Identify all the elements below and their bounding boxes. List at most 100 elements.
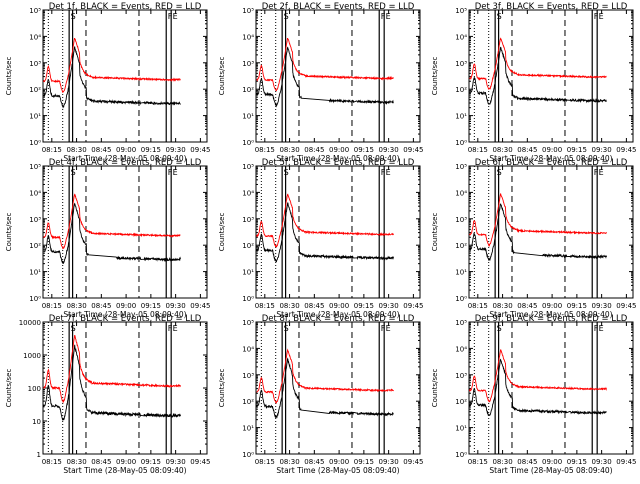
y-tick-label: 10¹ — [29, 269, 41, 277]
x-tick-label: 08:15 — [255, 302, 275, 310]
y-tick-label: 10⁰ — [242, 451, 254, 459]
flare-marker-E: E — [599, 12, 604, 21]
x-tick-label: 08:30 — [492, 458, 512, 466]
x-tick-label: 08:45 — [517, 458, 537, 466]
x-tick-label: 09:30 — [379, 458, 399, 466]
y-axis-label: Counts/sec — [218, 57, 226, 96]
x-tick-label: 08:15 — [42, 146, 62, 154]
y-tick-label: 10⁰ — [455, 451, 467, 459]
y-tick-label: 10³ — [242, 60, 254, 68]
y-tick-label: 10¹ — [455, 269, 467, 277]
panel-det-8: Det 8f, BLACK = Events, RED = LLD10⁰10¹1… — [218, 314, 423, 475]
flare-marker-E: E — [173, 324, 178, 333]
y-tick-label: 10 — [32, 418, 41, 426]
x-tick-label: 09:30 — [379, 302, 399, 310]
y-tick-label: 10³ — [455, 372, 467, 380]
y-tick-label: 10⁰ — [455, 139, 467, 147]
y-axis-label: Counts/sec — [431, 213, 439, 252]
series-red-lld — [470, 38, 607, 89]
y-tick-label: 10³ — [242, 216, 254, 224]
y-tick-label: 10² — [455, 86, 467, 94]
series-black-events — [44, 47, 181, 108]
plot-title: Det 5f, BLACK = Events, RED = LLD — [262, 158, 415, 168]
y-tick-label: 10¹ — [242, 113, 254, 121]
x-tick-label: 08:45 — [517, 146, 537, 154]
y-tick-label: 10² — [242, 398, 254, 406]
plot-title: Det 2f, BLACK = Events, RED = LLD — [262, 2, 415, 12]
x-tick-label: 08:30 — [492, 146, 512, 154]
y-tick-label: 10² — [29, 242, 41, 250]
panel-det-5: Det 5f, BLACK = Events, RED = LLD10⁰10¹1… — [218, 158, 423, 319]
series-red-lld — [257, 350, 394, 403]
x-tick-label: 09:45 — [616, 302, 636, 310]
y-tick-label: 10⁵ — [242, 7, 254, 15]
y-tick-label: 10⁵ — [242, 319, 254, 327]
x-tick-label: 08:30 — [279, 302, 299, 310]
y-tick-label: 10² — [455, 242, 467, 250]
x-tick-label: 08:30 — [492, 302, 512, 310]
y-tick-label: 10³ — [29, 60, 41, 68]
x-tick-label: 09:45 — [403, 146, 423, 154]
x-tick-label: 08:30 — [66, 458, 86, 466]
x-tick-label: 08:30 — [279, 146, 299, 154]
x-tick-label: 09:30 — [592, 458, 612, 466]
x-tick-label: 09:30 — [166, 302, 186, 310]
x-tick-label: 09:15 — [354, 458, 374, 466]
flare-marker-E: E — [173, 168, 178, 177]
x-tick-label: 09:45 — [616, 458, 636, 466]
y-tick-label: 10⁵ — [455, 319, 467, 327]
x-tick-label: 09:15 — [141, 146, 161, 154]
y-tick-label: 10⁴ — [29, 33, 41, 41]
series-red-lld — [470, 350, 607, 402]
flare-marker-S: S — [71, 324, 76, 333]
x-tick-label: 09:30 — [379, 146, 399, 154]
series-red-lld — [470, 194, 607, 246]
x-tick-label: 08:15 — [468, 302, 488, 310]
x-tick-label: 08:15 — [255, 458, 275, 466]
detector-plot-grid: Det 1f, BLACK = Events, RED = LLD 10⁰ 10¹ 1… — [0, 0, 640, 480]
y-tick-label: 10² — [242, 86, 254, 94]
y-tick-label: 10⁰ — [242, 295, 254, 303]
flare-marker-E: E — [599, 168, 604, 177]
x-tick-label: 09:45 — [190, 302, 210, 310]
x-tick-label: 09:45 — [190, 146, 210, 154]
plot-frame — [43, 322, 207, 454]
x-tick-label: 09:45 — [403, 302, 423, 310]
x-tick-label: 09:00 — [542, 458, 562, 466]
x-tick-label: 08:30 — [279, 458, 299, 466]
y-tick-label: 10⁵ — [29, 163, 41, 171]
x-tick-label: 09:15 — [141, 458, 161, 466]
x-tick-label: 09:30 — [166, 458, 186, 466]
y-tick-label: 10⁴ — [455, 345, 467, 353]
x-tick-label: 08:15 — [255, 146, 275, 154]
y-tick-label: 10¹ — [455, 113, 467, 121]
series-red-lld — [257, 194, 394, 247]
y-axis-label: Counts/sec — [431, 57, 439, 96]
flare-marker-S: S — [497, 168, 502, 177]
flare-marker-S: S — [284, 324, 289, 333]
x-tick-label: 09:45 — [190, 458, 210, 466]
y-tick-label: 10⁴ — [242, 189, 254, 197]
y-tick-label: 10⁵ — [29, 7, 41, 15]
panel-det-4: Det 4f, BLACK = Events, RED = LLD10⁰10¹1… — [5, 158, 210, 319]
plot-title: Det 4f, BLACK = Events, RED = LLD — [49, 158, 202, 168]
x-tick-label: 09:00 — [329, 146, 349, 154]
y-tick-label: 10³ — [29, 216, 41, 224]
x-tick-label: 08:30 — [66, 302, 86, 310]
x-tick-label: 09:00 — [116, 458, 136, 466]
plot-title: Det 1f, BLACK = Events, RED = LLD — [49, 2, 202, 12]
x-tick-label: 09:30 — [166, 146, 186, 154]
flare-marker-S: S — [284, 12, 289, 21]
y-tick-label: 10² — [455, 398, 467, 406]
plot-title: Det 3f, BLACK = Events, RED = LLD — [475, 2, 628, 12]
flare-marker-E: E — [599, 324, 604, 333]
y-axis-label: Counts/sec — [218, 213, 226, 252]
series-red-lld — [44, 194, 181, 248]
x-tick-label: 08:45 — [91, 146, 111, 154]
x-tick-label: 08:15 — [468, 458, 488, 466]
x-tick-label: 09:00 — [116, 302, 136, 310]
y-tick-label: 10¹ — [455, 425, 467, 433]
y-tick-label: 1000 — [23, 352, 41, 360]
x-axis-label: Start Time (28-May-05 08:09:40) — [63, 466, 186, 475]
x-tick-label: 08:45 — [304, 302, 324, 310]
